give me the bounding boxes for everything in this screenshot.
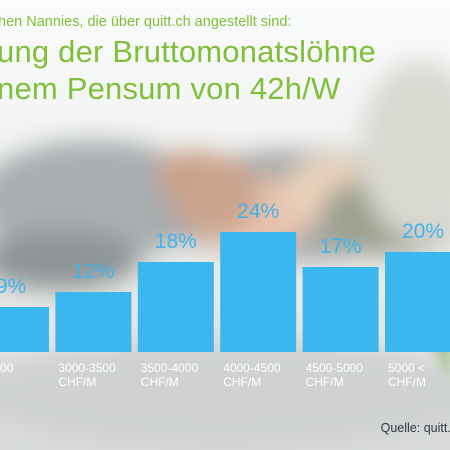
category-label-4-line-1: CHF/M: [306, 375, 344, 389]
bar-2: [137, 262, 214, 352]
bar-4: [302, 267, 379, 352]
source-note: Quelle: quitt.ch: [380, 421, 450, 435]
category-label-2-line-0: 3500-4000: [141, 361, 199, 375]
value-label-2: 18%: [155, 230, 197, 253]
category-label-4-line-0: 4500-5000: [306, 361, 364, 375]
category-labels-group: 0-3000F/M3000-3500CHF/M3500-4000CHF/M400…: [0, 361, 426, 389]
chart-subtitle: hen Nannies, die über quitt.ch angestell…: [0, 14, 292, 30]
bar-1: [55, 292, 132, 352]
value-label-3: 24%: [237, 200, 279, 223]
category-label-1-line-1: CHF/M: [58, 375, 96, 389]
value-label-5: 20%: [402, 220, 444, 243]
value-label-1: 12%: [72, 260, 114, 283]
category-label-3-line-0: 4000-4500: [223, 361, 281, 375]
bar-0: [0, 307, 49, 352]
category-label-5-line-0: 5000 <: [388, 361, 425, 375]
bar-5: [385, 252, 450, 352]
category-label-5-line-1: CHF/M: [388, 375, 426, 389]
category-label-3-line-1: CHF/M: [223, 375, 261, 389]
category-label-0-line-0: 0-3000: [0, 361, 14, 375]
chart-title-line-1: ung der Bruttomonatslöhne: [0, 34, 376, 69]
bar-3: [220, 232, 297, 352]
bars-group: [0, 232, 450, 352]
category-label-2-line-1: CHF/M: [141, 375, 179, 389]
value-label-4: 17%: [320, 235, 362, 258]
category-label-1-line-0: 3000-3500: [58, 361, 116, 375]
value-labels-group: 9% 12% 18% 24% 17% 20%: [0, 200, 444, 298]
value-label-0: 9%: [0, 275, 26, 298]
chart-title-line-2: nem Pensum von 42h/W: [0, 71, 341, 106]
